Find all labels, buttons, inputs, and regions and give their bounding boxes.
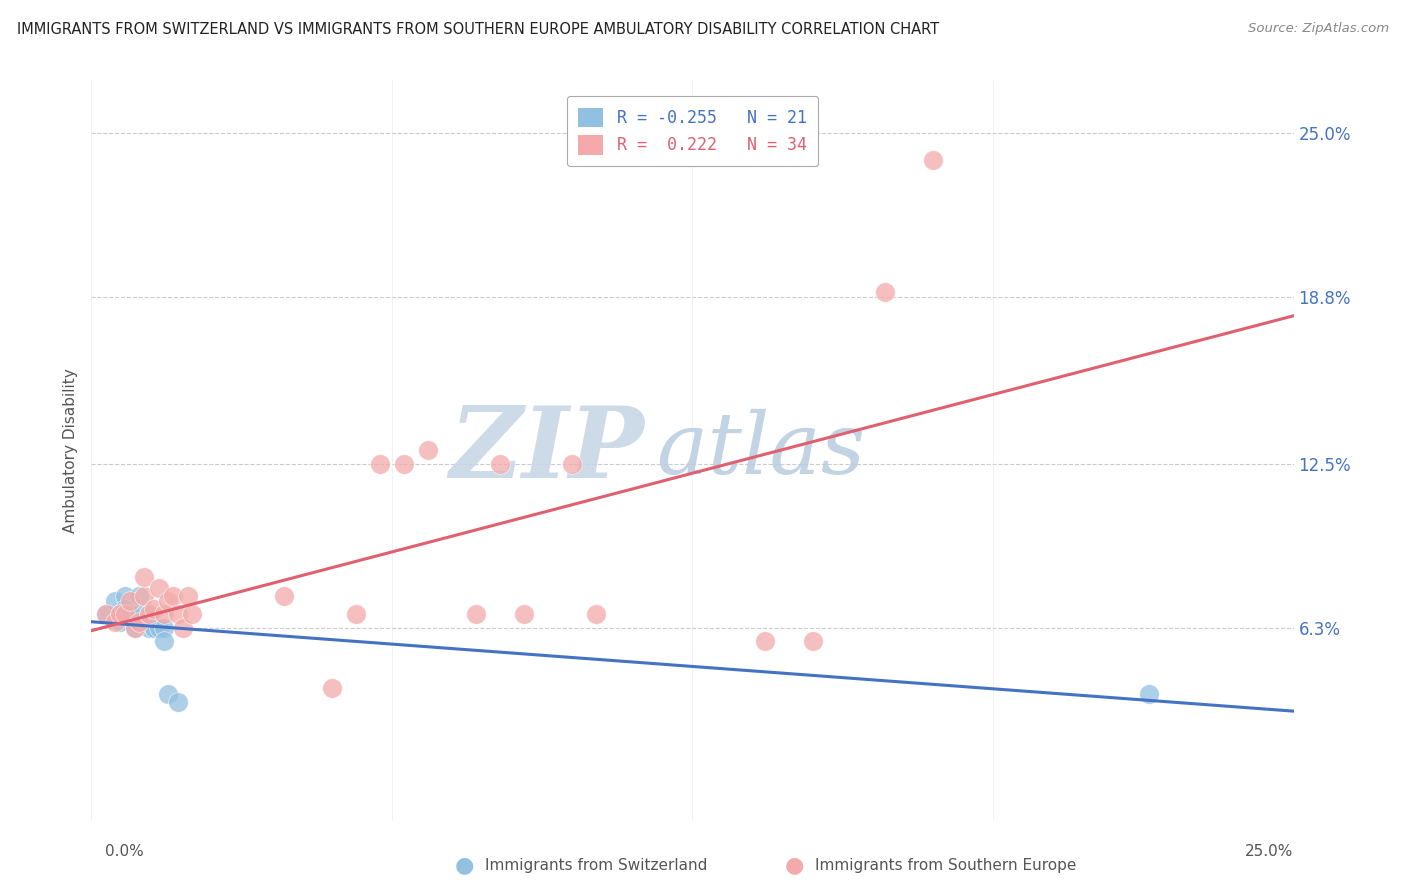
Point [416, 443, 439, 458]
Point [138, 621, 160, 635]
Point [321, 681, 343, 696]
Point [138, 607, 160, 622]
Point [104, 615, 127, 630]
Point [134, 570, 156, 584]
Point [94, 607, 117, 622]
Text: atlas: atlas [657, 409, 866, 491]
Point [114, 589, 136, 603]
Point [801, 633, 824, 648]
Point [114, 607, 136, 622]
Point [344, 607, 367, 622]
Point [172, 621, 194, 635]
Point [124, 615, 146, 630]
Point [465, 607, 488, 622]
Point [118, 594, 141, 608]
Point [392, 457, 415, 471]
Text: ●: ● [454, 855, 474, 875]
Point [152, 621, 174, 635]
Point [152, 633, 174, 648]
Y-axis label: Ambulatory Disability: Ambulatory Disability [63, 368, 79, 533]
Point [138, 607, 160, 622]
Point [118, 607, 141, 622]
Point [134, 589, 156, 603]
Point [176, 589, 198, 603]
Text: IMMIGRANTS FROM SWITZERLAND VS IMMIGRANTS FROM SOUTHERN EUROPE AMBULATORY DISABI: IMMIGRANTS FROM SWITZERLAND VS IMMIGRANT… [17, 22, 939, 37]
Point [561, 457, 583, 471]
Point [922, 153, 945, 167]
Text: Source: ZipAtlas.com: Source: ZipAtlas.com [1249, 22, 1389, 36]
Legend: R = -0.255   N = 21, R =  0.222   N = 34: R = -0.255 N = 21, R = 0.222 N = 34 [567, 96, 818, 166]
Point [167, 607, 190, 622]
Point [873, 285, 896, 299]
Point [489, 457, 512, 471]
Point [1137, 687, 1160, 701]
Point [128, 589, 150, 603]
Text: ●: ● [785, 855, 804, 875]
Point [128, 607, 150, 622]
Point [142, 621, 165, 635]
Point [273, 589, 295, 603]
Point [157, 594, 180, 608]
Point [513, 607, 536, 622]
Point [754, 633, 776, 648]
Point [110, 615, 132, 630]
Point [124, 621, 146, 635]
Point [124, 621, 146, 635]
Point [368, 457, 391, 471]
Point [110, 607, 132, 622]
Point [167, 695, 190, 709]
Text: 0.0%: 0.0% [105, 845, 145, 859]
Text: 25.0%: 25.0% [1246, 845, 1294, 859]
Point [142, 602, 165, 616]
Point [104, 594, 127, 608]
Point [148, 581, 170, 595]
Point [148, 621, 170, 635]
Point [114, 602, 136, 616]
Point [181, 607, 204, 622]
Point [94, 607, 117, 622]
Point [157, 687, 180, 701]
Point [152, 607, 174, 622]
Text: Immigrants from Switzerland: Immigrants from Switzerland [485, 858, 707, 872]
Text: Immigrants from Southern Europe: Immigrants from Southern Europe [815, 858, 1077, 872]
Point [110, 607, 132, 622]
Point [162, 589, 184, 603]
Point [128, 615, 150, 630]
Point [585, 607, 607, 622]
Text: ZIP: ZIP [450, 402, 644, 499]
Point [134, 615, 156, 630]
